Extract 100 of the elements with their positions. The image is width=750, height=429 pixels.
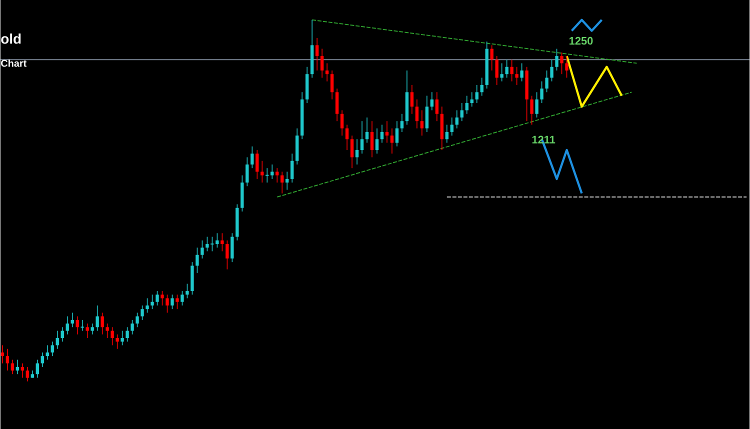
candlestick [16,359,20,374]
candlestick [340,110,344,136]
candlestick [510,59,514,82]
candlestick [380,124,384,143]
candlestick [20,362,24,378]
candlestick [265,167,270,183]
candlestick [0,344,4,364]
candlestick [286,171,289,190]
candlestick [550,59,554,82]
candlestick [176,294,179,310]
candlestick [186,283,189,298]
candlestick [375,128,379,154]
candlestick [166,294,169,313]
candlestick [96,304,99,331]
candlestick [460,102,464,122]
candlestick [60,326,64,342]
candlestick [86,322,89,338]
candlestick [385,120,389,143]
candlestick [425,95,429,132]
candlestick [270,164,274,180]
candlestick [10,359,14,374]
candlestick [126,326,129,342]
candlestick [365,116,369,143]
candlestick [545,70,548,92]
candlestick [445,124,449,143]
candlestick [470,92,474,107]
candlestick [36,359,40,378]
candlestick [220,232,224,252]
candlestick [565,55,568,78]
candlestick [455,110,459,129]
candlestick [246,156,249,186]
annotation: 1250 [570,36,593,44]
candlestick [495,55,498,86]
candlestick [465,95,468,114]
candlestick [515,66,518,86]
candlestick [160,290,164,306]
candlestick [230,232,234,262]
candlestick [355,138,359,165]
candlestick [196,247,199,274]
candlestick [50,341,54,356]
candlestick [66,316,69,335]
candlestick [110,326,114,346]
candlestick [150,294,154,310]
candlestick [500,62,504,82]
candlestick [400,113,404,132]
candlestick [26,366,30,382]
candlestick [140,304,144,320]
candlestick [370,120,374,158]
candlestick [555,48,558,71]
candlestick [435,92,439,122]
candlestick [106,322,109,338]
candlestick [170,294,174,310]
candlestick [395,120,399,147]
candlestick [156,290,159,306]
candlestick [560,52,564,74]
candlestick [40,352,44,368]
candlestick [320,48,324,78]
candlestick [430,92,434,110]
candlestick [276,167,279,183]
candlestick [325,62,329,82]
candlestick [250,146,254,168]
candlestick [100,312,104,335]
candlestick [415,98,419,129]
candlestick [490,44,494,71]
candlestick [80,319,84,331]
candlestick [420,110,424,136]
candlestick [120,330,124,346]
candlestick [200,240,204,259]
candlestick [520,62,524,82]
candlestick [480,77,484,96]
candlestick [226,240,229,270]
candlestick [136,312,139,328]
candlestick [256,149,259,180]
candlestick [146,298,149,313]
candlestick [410,84,414,114]
candlestick [350,134,354,168]
candlestick [330,70,334,100]
candlestick [90,322,94,335]
candlestick [130,319,134,335]
candlestick [345,124,349,150]
candlestick [360,120,364,154]
candlestick [56,330,59,350]
candlestick [280,171,284,194]
candlestick [315,37,319,71]
candlestick [70,312,74,328]
candlestick [390,128,394,154]
annotation: 1211 [532,136,556,144]
candlestick [76,316,79,335]
candlestick [505,59,508,78]
candlestick [335,88,339,122]
text: old [1,33,21,44]
candlestick [535,92,538,118]
candlestick [260,160,264,183]
text: Chart [1,59,27,67]
candlestick [450,116,454,136]
candlestick [180,290,184,306]
candlestick [116,334,119,350]
candlestick [46,344,49,360]
candlestick [290,153,294,183]
candlestick [540,80,544,104]
